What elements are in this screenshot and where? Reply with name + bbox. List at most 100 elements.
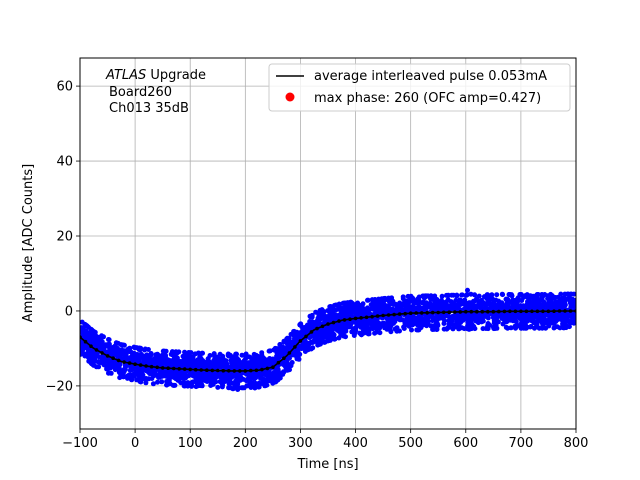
scatter-point [449,292,455,298]
scatter-point [389,295,395,301]
average-pulse-point [94,348,99,352]
average-pulse-point [364,315,369,320]
scatter-point [519,298,525,303]
svg-text:ATLAS Upgrade: ATLAS Upgrade [105,68,206,83]
scatter-point [551,311,557,317]
scatter-point [485,326,491,332]
scatter-point [377,310,383,316]
scatter-point [494,292,500,298]
average-pulse-point [271,365,275,370]
scatter-point [270,380,276,386]
scatter-point [540,312,546,318]
scatter-point [377,330,383,336]
scatter-point [176,349,182,355]
scatter-point [104,358,109,364]
scatter-point [363,325,368,331]
scatter-point [379,303,385,309]
average-pulse-point [171,366,176,371]
scatter-point [530,293,536,299]
scatter-point [372,311,378,317]
scatter-point [119,356,125,362]
average-pulse-point [535,309,540,314]
average-pulse-point [557,309,562,313]
scatter-point [291,328,297,334]
scatter-point [198,377,204,383]
average-pulse-point [122,360,126,364]
scatter-point [500,292,506,298]
scatter-point [245,377,251,383]
average-pulse-point [326,322,330,326]
scatter-point [352,302,357,308]
scatter-point [152,372,158,377]
scatter-point [100,343,106,349]
x-tick-label: 200 [233,436,258,451]
average-pulse-point [111,356,115,361]
scatter-point [267,356,273,361]
scatter-point [224,361,230,367]
scatter-point [316,329,322,335]
plot-frame [79,57,577,430]
scatter-point [406,323,412,329]
x-tick-label: 600 [453,436,478,451]
scatter-point [250,374,256,380]
scatter-point [159,379,165,385]
scatter-point [410,316,416,322]
average-pulse-point [436,310,441,315]
scatter-point [332,336,338,342]
annotation: ATLAS Upgrade Board260 Ch013 35dB [105,68,206,116]
average-pulse-point [475,309,479,314]
average-pulse-point [541,309,545,314]
scatter-point [193,376,199,382]
scatter-point [372,325,378,330]
scatter-point [425,319,431,325]
scatter-point [527,324,533,330]
scatter-point [315,315,321,321]
scatter-point [479,305,485,311]
scatter-point [468,302,474,308]
scatter-point [515,302,521,308]
scatter-point [218,360,224,366]
scatter-point [521,325,527,331]
scatter-point [354,308,359,314]
scatter-point [298,330,304,336]
scatter-point [219,384,225,390]
average-pulse-point [342,318,347,322]
scatter-point [409,327,414,333]
average-pulse-point [89,344,93,349]
scatter-point [84,323,90,329]
scatter-point [288,331,294,337]
average-pulse-point [331,320,336,325]
scatter-point [459,292,465,298]
scatter-point [402,299,408,305]
scatter-point [232,364,238,370]
average-pulse-point [177,367,181,371]
scatter-point [557,325,563,331]
scatter-point [137,368,143,374]
scatter-point [322,313,327,319]
scatter-point [93,352,99,358]
scatter-point [551,325,557,331]
scatter-point [319,307,325,313]
scatter-point [259,350,265,356]
scatter-point [204,376,210,381]
x-axis-ticks: −100 0 100 200 300 400 500 600 700 800 [62,429,588,451]
y-tick-label: −20 [46,379,73,394]
scatter-point [161,348,167,354]
scatter-point [266,369,272,375]
scatter-point [262,371,268,377]
scatter-point [381,320,387,326]
scatter-point [170,374,176,380]
scatter-point [197,361,203,366]
scatter-point [389,320,395,326]
scatter-point [358,331,363,337]
scatter-point [501,311,507,317]
scatter-point [416,304,422,310]
scatter-point [308,339,314,345]
scatter-point [365,305,370,311]
scatter-point [372,330,378,336]
scatter-point [258,373,264,379]
average-pulse-line [80,309,576,373]
scatter-point [456,302,461,307]
scatter-point [317,337,323,342]
scatter-point [393,301,399,307]
